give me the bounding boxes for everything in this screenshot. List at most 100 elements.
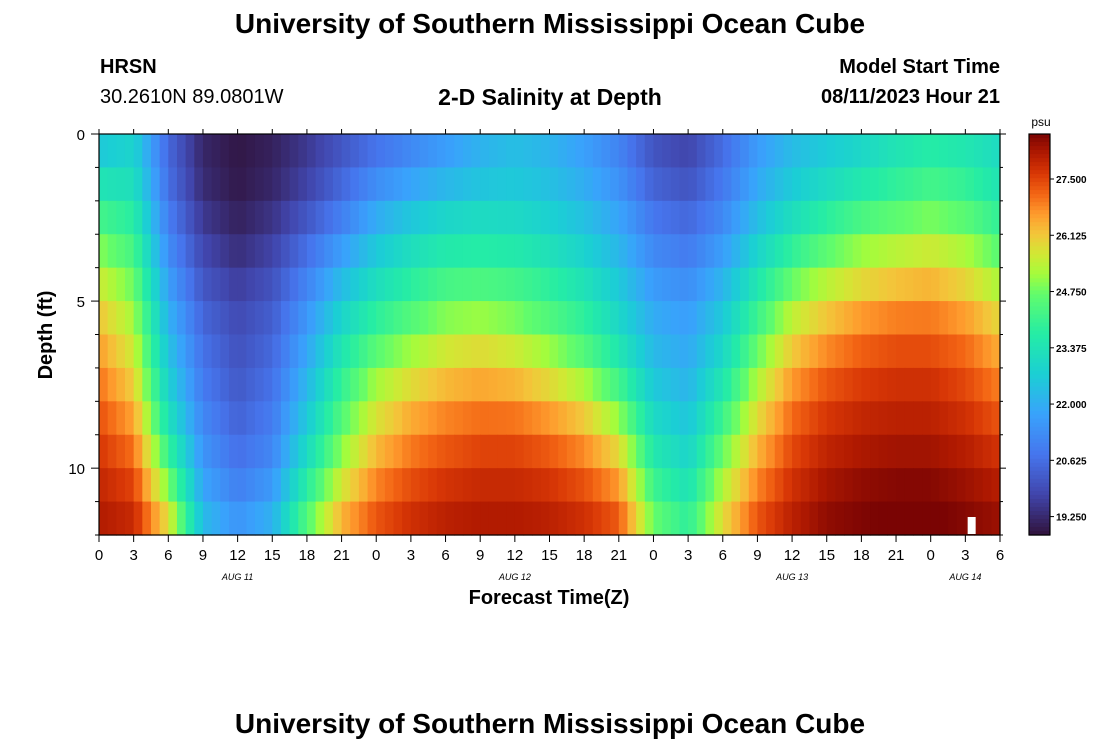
heatmap-cell (809, 401, 819, 436)
heatmap-cell (341, 267, 351, 302)
heatmap-cell (168, 134, 178, 169)
heatmap-cell (107, 401, 117, 436)
heatmap-cell (896, 134, 906, 169)
heatmap-cell (428, 301, 438, 336)
heatmap-cell (202, 134, 213, 169)
heatmap-cell (792, 267, 802, 302)
colorbar-segment (1029, 146, 1050, 151)
heatmap-cell (601, 367, 611, 402)
heatmap-cell (462, 267, 473, 302)
heatmap-cell (194, 301, 204, 336)
heatmap-cell (922, 267, 932, 302)
heatmap-cell (176, 434, 187, 469)
heatmap-cell (844, 301, 854, 336)
heatmap-cell (965, 134, 975, 169)
heatmap-cell (419, 267, 429, 302)
heatmap-cell (696, 401, 707, 436)
heatmap-cell (202, 267, 213, 302)
heatmap-cell (393, 468, 403, 503)
heatmap-cell (965, 367, 975, 402)
heatmap-cell (965, 434, 975, 469)
heatmap-cell (852, 468, 862, 503)
heatmap-cell (99, 501, 109, 536)
heatmap-cell (506, 468, 516, 503)
heatmap-cell (670, 234, 681, 269)
heatmap-cell (454, 434, 464, 469)
heatmap-cell (887, 134, 897, 169)
heatmap-cell (150, 334, 161, 369)
x-tick-label: 15 (264, 547, 281, 564)
heatmap-cell (783, 468, 793, 503)
heatmap-cell (714, 167, 724, 202)
heatmap-cell (211, 367, 221, 402)
x-tick-label: 18 (853, 547, 870, 564)
colorbar-frame (1028, 133, 1051, 536)
heatmap-cell (714, 234, 724, 269)
heatmap-cell (861, 434, 871, 469)
colorbar-segment (1029, 498, 1050, 504)
heatmap-cell (835, 367, 845, 402)
heatmap-cell (185, 301, 195, 336)
date-label: AUG 12 (498, 572, 531, 582)
heatmap-cell (688, 234, 698, 269)
heatmap-cell (705, 434, 715, 469)
colorbar-segment (1029, 482, 1050, 488)
heatmap-cell (133, 267, 143, 302)
heatmap-cell (211, 234, 221, 269)
heatmap-cell (159, 367, 169, 402)
colorbar: psu 27.500 26.125 24.750 23.375 22.000 20.625… (1028, 115, 1087, 536)
heatmap-cell (324, 234, 334, 269)
heatmap-cell (887, 200, 897, 235)
heatmap-cell (558, 200, 568, 235)
heatmap-cell (410, 301, 421, 336)
heatmap-cell (194, 234, 204, 269)
heatmap-cell (315, 134, 325, 169)
heatmap-cell (263, 367, 273, 402)
x-tick-label: 12 (784, 547, 801, 564)
heatmap-cell (419, 234, 429, 269)
heatmap-cell (142, 468, 152, 503)
x-tick-label: 3 (961, 547, 969, 564)
heatmap-cell (350, 200, 360, 235)
heatmap-cell (558, 334, 568, 369)
heatmap-cell (757, 167, 767, 202)
station-coordinates: 30.2610N 89.0801W (100, 86, 284, 108)
heatmap-cell (948, 334, 958, 369)
heatmap-cell (644, 401, 655, 436)
heatmap-cell (870, 234, 880, 269)
colorbar-segment (1029, 346, 1050, 352)
heatmap-cell (800, 267, 810, 302)
heatmap-cell (679, 267, 689, 302)
heatmap-cell (956, 301, 966, 336)
heatmap-cell (497, 234, 507, 269)
heatmap-cell (168, 167, 178, 202)
heatmap-cell (688, 334, 698, 369)
heatmap-cell (532, 401, 542, 436)
heatmap-cell (220, 367, 230, 402)
heatmap-cell (826, 267, 836, 302)
heatmap-cell (861, 200, 871, 235)
heatmap-cell (722, 501, 733, 536)
heatmap-cell (870, 334, 880, 369)
heatmap-cell (532, 200, 542, 235)
heatmap-cell (211, 167, 221, 202)
heatmap-cell (714, 267, 724, 302)
colorbar-segment (1029, 230, 1050, 235)
heatmap-cell (870, 401, 880, 436)
heatmap-cell (783, 267, 793, 302)
heatmap-cell (124, 134, 135, 169)
heatmap-cell (419, 367, 429, 402)
heatmap-cell (705, 401, 715, 436)
heatmap-cell (150, 468, 161, 503)
heatmap-cell (514, 468, 525, 503)
heatmap-cell (878, 134, 888, 169)
heatmap-cell (107, 234, 117, 269)
heatmap-cell (800, 367, 810, 402)
heatmap-cell (748, 134, 759, 169)
heatmap-cell (904, 434, 914, 469)
heatmap-cell (376, 167, 386, 202)
heatmap-cell (653, 434, 663, 469)
colorbar-segment (1029, 154, 1050, 159)
colorbar-segment (1029, 258, 1050, 263)
heatmap-cell (861, 501, 871, 536)
